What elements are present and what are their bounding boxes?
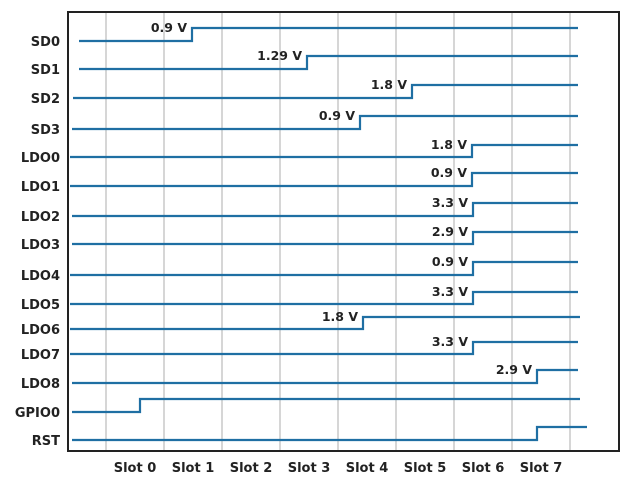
- signal-waveform: [70, 315, 580, 331]
- signal-name: LDO7: [21, 348, 60, 363]
- signal-ldo1: LDO1 0.9 V: [21, 165, 578, 195]
- voltage-label: 2.9 V: [432, 224, 468, 239]
- signal-rst: RST: [32, 425, 587, 449]
- slot-label: Slot 7: [520, 461, 563, 476]
- slot-label: Slot 4: [346, 461, 389, 476]
- slot-label: Slot 3: [288, 461, 331, 476]
- signal-name: LDO6: [21, 323, 60, 338]
- slot-label: Slot 5: [404, 461, 447, 476]
- signal-name: LDO8: [21, 377, 60, 392]
- signal-ldo6: LDO6 1.8 V: [21, 309, 580, 338]
- signal-ldo0: LDO0 1.8 V: [21, 137, 578, 166]
- signal-waveform: [72, 230, 578, 246]
- signal-sd3: SD3 0.9 V: [31, 108, 578, 138]
- signal-ldo8: LDO8 2.9 V: [21, 362, 578, 392]
- signal-name: SD2: [31, 92, 60, 107]
- signal-waveform: [72, 425, 587, 442]
- slot-label: Slot 6: [462, 461, 505, 476]
- signal-waveform: [70, 260, 578, 277]
- signal-sd0: SD0 0.9 V: [31, 20, 578, 50]
- signal-waveform: [72, 397, 580, 414]
- signal-name: SD3: [31, 123, 60, 138]
- signal-name: LDO1: [21, 180, 60, 195]
- signal-waveform: [70, 290, 578, 306]
- signal-waveform: [73, 83, 578, 100]
- voltage-label: 1.29 V: [257, 48, 302, 63]
- signal-waveform: [79, 54, 578, 71]
- signal-name: LDO3: [21, 238, 60, 253]
- signal-waveform: [70, 143, 578, 159]
- signal-ldo7: LDO7 3.3 V: [21, 334, 578, 363]
- voltage-label: 3.3 V: [432, 334, 468, 349]
- signal-waveform: [70, 340, 578, 356]
- signal-sd1: SD1 1.29 V: [31, 48, 578, 78]
- signal-ldo5: LDO5 3.3 V: [21, 284, 578, 313]
- signal-name: LDO2: [21, 210, 60, 225]
- signal-name: RST: [32, 434, 60, 449]
- voltage-label: 1.8 V: [371, 77, 407, 92]
- signal-ldo4: LDO4 0.9 V: [21, 254, 578, 284]
- plot-frame: [67, 11, 620, 452]
- signal-waveform: [72, 201, 578, 218]
- signal-waveform: [79, 26, 578, 43]
- voltage-label: 2.9 V: [496, 362, 532, 377]
- signal-name: LDO4: [21, 269, 60, 284]
- signal-ldo2: LDO2 3.3 V: [21, 195, 578, 225]
- voltage-label: 0.9 V: [319, 108, 355, 123]
- signal-name: GPIO0: [15, 406, 60, 421]
- signal-name: LDO5: [21, 298, 60, 313]
- slot-label: Slot 0: [114, 461, 157, 476]
- slot-label: Slot 1: [172, 461, 215, 476]
- voltage-label: 1.8 V: [322, 309, 358, 324]
- voltage-label: 3.3 V: [432, 284, 468, 299]
- voltage-label: 3.3 V: [432, 195, 468, 210]
- signal-name: SD1: [31, 63, 60, 78]
- signal-gpio0: GPIO0: [15, 397, 580, 421]
- voltage-label: 0.9 V: [432, 254, 468, 269]
- signal-name: SD0: [31, 35, 60, 50]
- voltage-label: 0.9 V: [431, 165, 467, 180]
- signal-name: LDO0: [21, 151, 60, 166]
- signal-sd2: SD2 1.8 V: [31, 77, 578, 107]
- signal-waveform: [72, 368, 578, 385]
- slot-label: Slot 2: [230, 461, 273, 476]
- signal-waveform: [70, 171, 578, 188]
- signal-waveform: [72, 114, 578, 131]
- signal-ldo3: LDO3 2.9 V: [21, 224, 578, 253]
- voltage-label: 0.9 V: [151, 20, 187, 35]
- voltage-label: 1.8 V: [431, 137, 467, 152]
